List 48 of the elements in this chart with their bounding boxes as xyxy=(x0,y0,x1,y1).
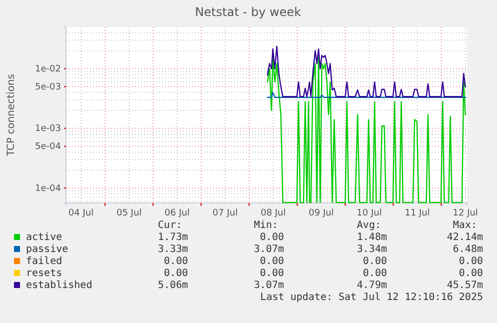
y-tick-label: 5e-04 xyxy=(35,142,62,152)
x-tick-label: 08 Jul xyxy=(260,208,286,218)
line-series xyxy=(266,54,466,204)
text: Max: xyxy=(452,220,477,231)
y-axis-title: TCP connections xyxy=(6,74,17,158)
text: 3.34m xyxy=(356,244,387,255)
text: 42.14m xyxy=(446,232,483,243)
text: 0.00 xyxy=(458,268,483,279)
x-tick-label: 04 Jul xyxy=(68,208,94,218)
x-tick-label: 12 Jul xyxy=(452,208,478,218)
x-tick-label: 10 Jul xyxy=(356,208,382,218)
text: 0.00 xyxy=(362,268,387,279)
line-series xyxy=(266,46,466,98)
text: 1.73m xyxy=(158,232,188,243)
text: 3.07m xyxy=(254,244,284,255)
text: 4.79m xyxy=(356,280,387,291)
text: 3.33m xyxy=(158,244,188,255)
y-tick-label: 5e-03 xyxy=(35,82,61,93)
x-tick-label: 07 Jul xyxy=(212,208,238,218)
legend-label: established xyxy=(26,280,92,291)
x-tick-label: 11 Jul xyxy=(404,208,430,218)
text: 1.48m xyxy=(356,232,387,243)
y-tick-label: 1e-03 xyxy=(35,124,61,134)
text: Cur: xyxy=(158,220,182,231)
text: 45.57m xyxy=(446,280,483,291)
x-tick-label: 06 Jul xyxy=(164,208,190,218)
x-tick-label: 05 Jul xyxy=(116,208,142,218)
y-tick-label: 1e-02 xyxy=(35,64,61,75)
text: 0.00 xyxy=(164,256,188,267)
chart-title: Netstat - by week xyxy=(194,5,302,19)
text: 0.00 xyxy=(260,268,284,279)
text: 0.00 xyxy=(458,256,483,267)
text: 5.06m xyxy=(158,280,188,291)
text: Min: xyxy=(254,220,278,231)
legend-label: resets xyxy=(26,268,62,279)
text: 0.00 xyxy=(362,256,387,267)
y-tick-label: 1e-04 xyxy=(35,184,62,194)
text: 0.00 xyxy=(164,268,188,279)
text: 0.00 xyxy=(260,256,284,267)
legend-label: failed xyxy=(26,256,62,267)
text: 0.00 xyxy=(260,232,284,243)
text: 3.07m xyxy=(254,280,284,291)
text: Avg: xyxy=(356,220,381,231)
legend-label: passive xyxy=(26,244,68,255)
legend-label: active xyxy=(26,232,62,243)
x-tick-label: 09 Jul xyxy=(308,208,334,218)
text: 6.48m xyxy=(452,244,483,255)
text: Last update: Sat Jul 12 12:10:16 2025 xyxy=(260,292,483,303)
